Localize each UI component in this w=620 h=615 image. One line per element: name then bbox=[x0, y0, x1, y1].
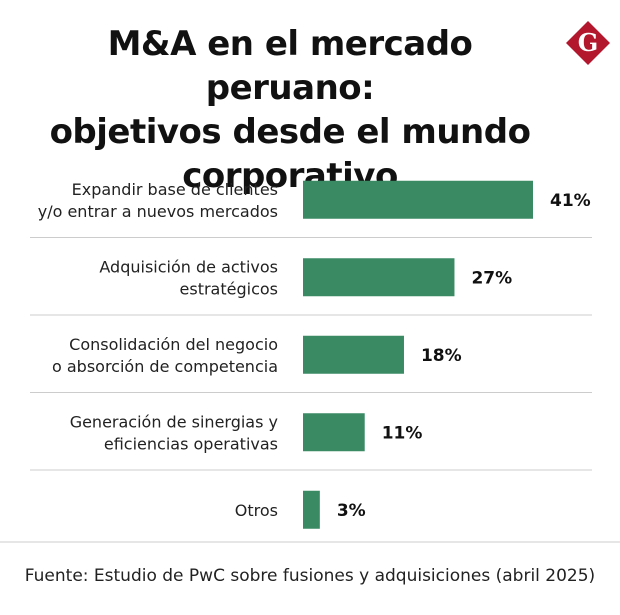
bar bbox=[303, 335, 404, 374]
category-label: Expandir base de clientes bbox=[72, 180, 278, 199]
logo-diamond bbox=[566, 21, 610, 65]
category-label: y/o entrar a nuevos mercados bbox=[38, 202, 278, 221]
data-label: 27% bbox=[471, 268, 512, 288]
category-label: Adquisición de activos bbox=[99, 257, 278, 276]
category-label: Otros bbox=[235, 501, 278, 520]
bar-chart: 41% Expandir base de clientes y/o entrar a… bbox=[0, 180, 620, 543]
category-label: o absorción de competencia bbox=[52, 357, 278, 376]
title-line-2: objetivos desde el mundo bbox=[49, 112, 531, 152]
gestion-logo-icon: G bbox=[566, 21, 610, 65]
bar bbox=[303, 413, 365, 452]
source-note: Fuente: Estudio de PwC sobre fusiones y … bbox=[24, 566, 596, 586]
data-label: 11% bbox=[382, 423, 423, 443]
data-label: 3% bbox=[337, 501, 366, 521]
bar bbox=[303, 180, 533, 219]
category-label: Consolidación del negocio bbox=[69, 335, 278, 354]
category-label: Generación de sinergias y bbox=[70, 412, 278, 431]
title-line-1: M&A en el mercado peruano: bbox=[107, 24, 473, 108]
logo-letter: G bbox=[578, 28, 599, 57]
chart-title: M&A en el mercado peruano: objetivos des… bbox=[20, 22, 560, 198]
category-label: eficiencias operativas bbox=[104, 434, 278, 453]
data-label: 18% bbox=[421, 346, 462, 366]
bar bbox=[303, 490, 320, 529]
category-label: estratégicos bbox=[180, 279, 278, 298]
bar bbox=[303, 258, 455, 297]
data-label: 41% bbox=[550, 191, 591, 211]
